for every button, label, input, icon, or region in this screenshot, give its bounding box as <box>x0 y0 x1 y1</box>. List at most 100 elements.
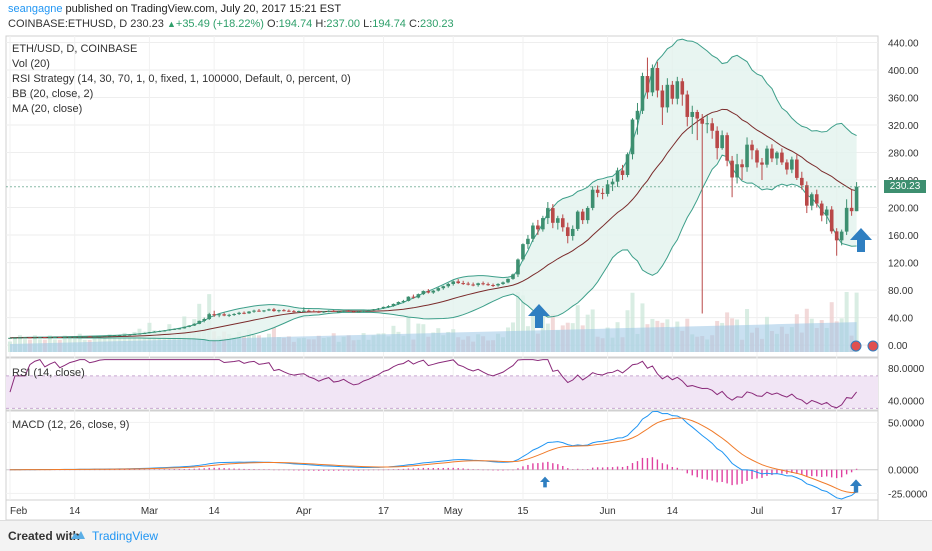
macd-histogram-bar <box>671 466 674 470</box>
candle-body <box>222 314 226 316</box>
macd-histogram-bar <box>840 469 843 478</box>
macd-histogram-bar <box>537 463 539 470</box>
candle-body <box>521 244 525 260</box>
macd-histogram-bar <box>153 469 156 470</box>
macd-histogram-bar <box>113 469 116 471</box>
macd-histogram-bar <box>532 463 534 470</box>
author-link[interactable]: seangagne <box>8 3 63 15</box>
macd-histogram-bar <box>716 469 718 483</box>
candle-body <box>207 314 211 319</box>
candle-body <box>302 310 306 312</box>
candle-body <box>197 320 202 324</box>
candle-body <box>167 329 172 331</box>
legend-ma[interactable]: MA (20, close) <box>12 103 83 115</box>
candle-body <box>615 170 620 182</box>
y-tick-label: 440.00 <box>888 38 919 49</box>
candle-body <box>610 181 615 185</box>
macd-histogram-bar <box>442 467 444 470</box>
macd-histogram-bar <box>318 469 320 471</box>
candle-body <box>376 308 381 310</box>
y-tick-label: 400.00 <box>888 66 919 77</box>
tradingview-link[interactable]: TradingView <box>92 529 159 543</box>
legend-macd[interactable]: MACD (12, 26, close, 9) <box>12 419 130 431</box>
macd-histogram-bar <box>557 464 559 470</box>
legend-rsi[interactable]: RSI (14, close) <box>12 367 85 379</box>
candle-body <box>58 337 62 339</box>
candle-body <box>292 311 296 313</box>
legend-bb[interactable]: BB (20, close, 2) <box>12 88 94 100</box>
candle-body <box>531 225 535 239</box>
chart-canvas[interactable]: 440.00400.00360.00320.00280.00240.00200.… <box>0 0 932 520</box>
macd-histogram-bar <box>397 469 400 470</box>
candle-body <box>331 310 336 312</box>
candle-body <box>745 144 749 168</box>
macd-histogram-bar <box>457 468 459 470</box>
macd-histogram-bar <box>238 468 240 470</box>
candle-body <box>132 334 137 336</box>
legend-rsi-strategy[interactable]: RSI Strategy (14, 30, 70, 1, 0, fixed, 1… <box>12 73 351 85</box>
candle-body <box>272 309 276 312</box>
macd-histogram-bar <box>781 469 783 474</box>
x-tick-label: May <box>444 506 463 517</box>
candle-body <box>232 314 236 316</box>
y-tick-label: 80.00 <box>888 286 913 297</box>
candle-body <box>102 335 107 337</box>
candle-body <box>476 283 480 286</box>
candle-body <box>396 301 401 304</box>
candle-body <box>77 336 82 338</box>
candle-body <box>670 84 675 99</box>
macd-histogram-bar <box>676 467 679 470</box>
macd-histogram-bar <box>288 469 290 471</box>
macd-histogram-bar <box>188 468 190 470</box>
candle-body <box>461 283 465 285</box>
rsi-legend[interactable]: RSI (14, close) <box>12 366 85 381</box>
candle-body <box>660 90 665 108</box>
macd-histogram-bar <box>392 469 395 470</box>
candle-body <box>326 310 331 312</box>
macd-histogram-bar <box>661 463 664 470</box>
candle-body <box>406 296 411 301</box>
legend-symbol[interactable]: ETH/USD, D, COINBASE <box>12 43 138 55</box>
macd-histogram-bar <box>606 467 609 470</box>
x-tick-label: 14 <box>667 506 679 517</box>
candle-body <box>854 186 859 212</box>
macd-histogram-bar <box>377 469 380 471</box>
candle-body <box>486 284 490 286</box>
volume-bar <box>630 292 635 352</box>
candle-body <box>481 283 485 285</box>
candle-body <box>441 286 446 289</box>
last-price: 230.23 <box>130 18 164 30</box>
macd-histogram-bar <box>158 469 161 470</box>
candle-body <box>307 310 311 312</box>
up-arrow-icon <box>850 228 872 252</box>
macd-histogram-bar <box>855 468 858 470</box>
rsi-band <box>6 375 878 409</box>
candle-body <box>750 144 754 151</box>
main-legend: ETH/USD, D, COINBASE Vol (20) RSI Strate… <box>12 42 351 117</box>
macd-histogram-bar <box>586 469 589 470</box>
macd-legend[interactable]: MACD (12, 26, close, 9) <box>12 418 129 433</box>
candle-body <box>436 288 441 291</box>
candle-body <box>595 189 600 193</box>
x-tick-label: 17 <box>378 506 390 517</box>
macd-histogram-bar <box>801 469 803 475</box>
x-tick-label: 14 <box>69 506 81 517</box>
macd-histogram-bar <box>462 468 464 470</box>
macd-histogram-bar <box>850 469 853 473</box>
macd-histogram-bar <box>562 465 564 470</box>
macd-histogram-bar <box>791 469 793 473</box>
candle-body <box>112 335 117 337</box>
candle-body <box>92 336 97 338</box>
legend-volume[interactable]: Vol (20) <box>12 58 50 70</box>
macd-histogram-bar <box>641 457 644 470</box>
y-tick-label: 40.00 <box>888 314 913 325</box>
candle-body <box>740 164 744 168</box>
candle-body <box>361 310 366 312</box>
change-value: +35.49 (+18.22%) <box>175 18 264 30</box>
macd-histogram-bar <box>427 467 430 470</box>
macd-histogram-bar <box>656 459 659 470</box>
flag-icon <box>867 340 879 352</box>
macd-histogram-bar <box>283 469 285 471</box>
macd-histogram-bar <box>208 467 210 470</box>
macd-histogram-bar <box>123 469 126 471</box>
